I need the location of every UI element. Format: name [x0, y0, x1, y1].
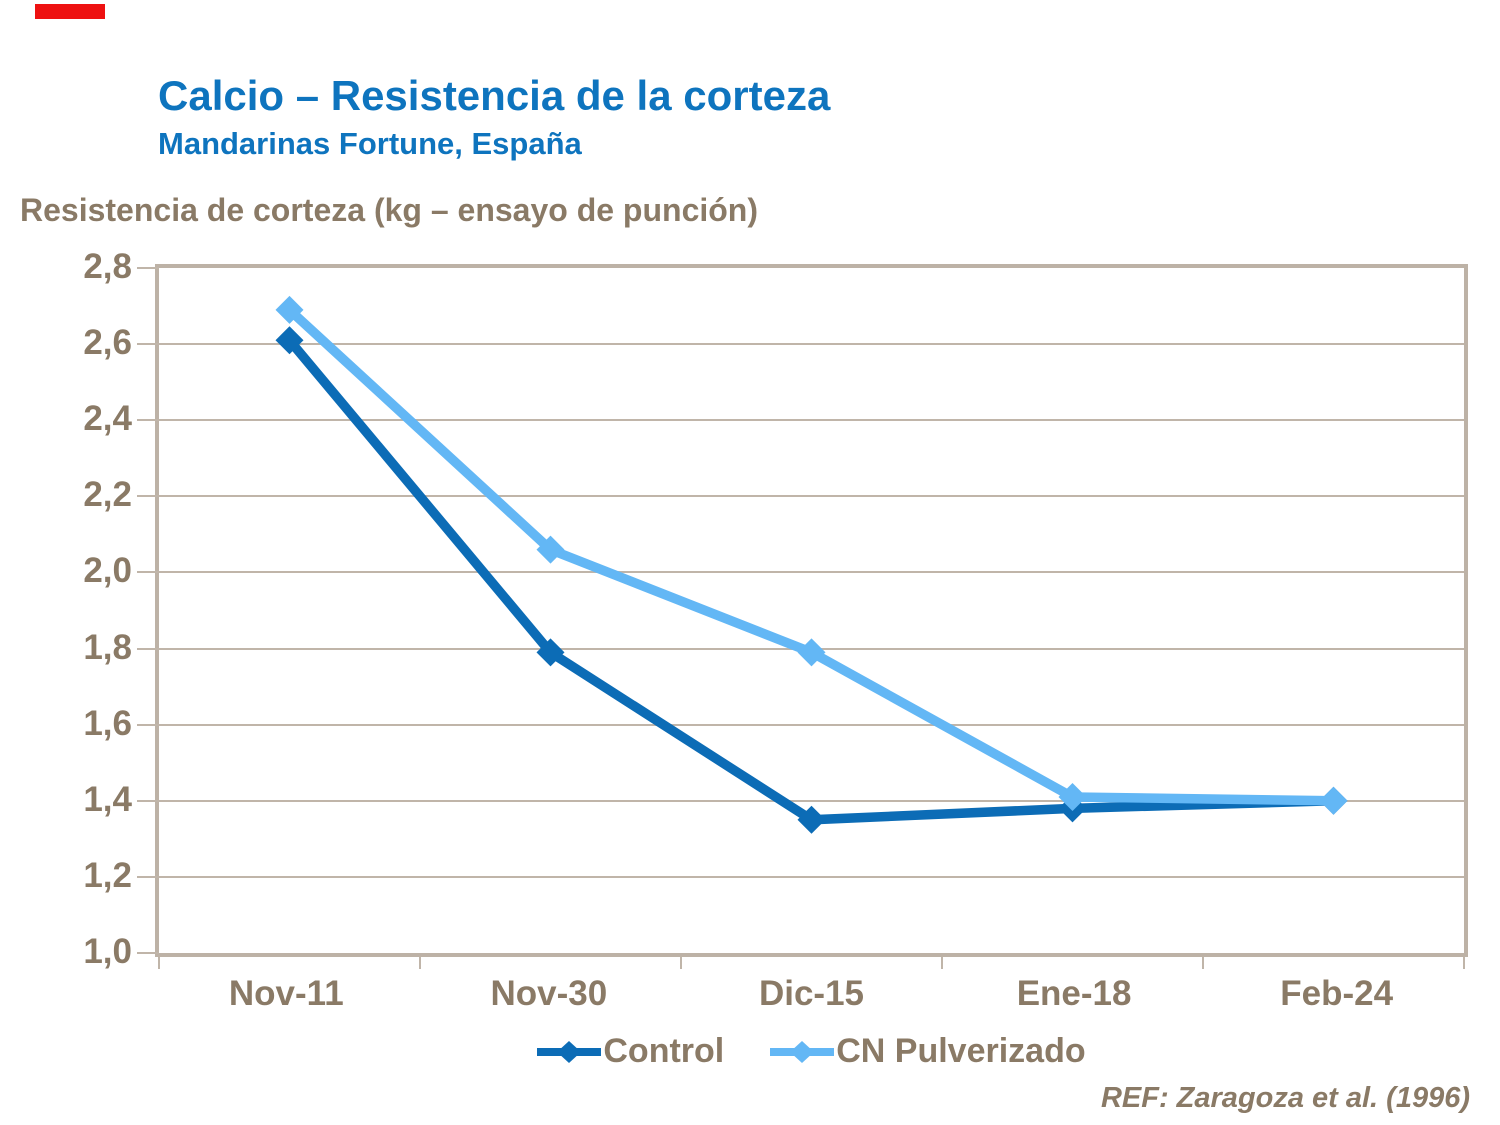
data-point-marker — [1058, 782, 1087, 811]
reference-text: REF: Zaragoza et al. (1996) — [1100, 1082, 1470, 1114]
y-tick-label: 2,2 — [83, 475, 132, 515]
x-category-label: Feb-24 — [1280, 974, 1394, 1013]
y-axis-labels: 2,8 2,6 2,4 2,2 2,0 1,8 1,6 1,4 1,2 1,0 — [0, 247, 132, 971]
y-tick-mark — [137, 343, 159, 346]
chart-series-canvas — [275, 295, 1348, 834]
gridline — [159, 343, 1464, 346]
x-tick-mark — [158, 957, 160, 969]
series-line-control — [285, 337, 1334, 825]
x-tick-mark — [419, 957, 421, 969]
y-tick-label: 1,0 — [83, 932, 132, 971]
x-category-label: Nov-30 — [490, 974, 608, 1013]
gridline — [159, 419, 1464, 422]
gridline — [159, 723, 1464, 726]
y-tick-mark — [137, 495, 159, 498]
gridline — [159, 495, 1464, 498]
y-tick-label: 1,8 — [83, 627, 132, 667]
gridline — [159, 571, 1464, 574]
page-subtitle: Mandarinas Fortune, España — [158, 126, 582, 161]
y-tick-mark — [137, 419, 159, 422]
x-category-label: Ene-18 — [1016, 974, 1132, 1013]
legend-label: CN Pulverizado — [836, 1032, 1086, 1070]
x-tick-mark — [941, 957, 943, 969]
data-point-marker — [797, 638, 826, 667]
data-point-marker — [536, 535, 565, 564]
y-tick-label: 2,6 — [83, 323, 132, 363]
y-tick-label: 2,0 — [83, 551, 132, 591]
y-tick-label: 1,2 — [83, 855, 132, 895]
plot-area — [137, 264, 1468, 969]
y-tick-label: 1,6 — [83, 703, 132, 743]
chart-legend: Control CN Pulverizado — [155, 1032, 1468, 1071]
y-tick-mark — [137, 799, 159, 802]
legend-marker-icon — [770, 1040, 835, 1063]
y-tick-mark — [137, 571, 159, 574]
y-tick-label: 1,4 — [83, 779, 132, 819]
y-tick-mark — [137, 875, 159, 878]
x-tick-mark — [1202, 957, 1204, 969]
y-tick-label: 2,4 — [83, 399, 132, 439]
red-corner-mark — [35, 4, 105, 19]
x-axis-labels: Nov-11 Nov-30 Dic-15 Ene-18 Feb-24 — [155, 974, 1468, 1019]
gridline — [159, 799, 1464, 802]
legend-label: Control — [603, 1032, 725, 1070]
data-point-marker — [797, 805, 826, 834]
legend-item-cn-pulverizado: CN Pulverizado — [770, 1032, 1086, 1071]
x-category-label: Dic-15 — [758, 974, 865, 1013]
y-tick-mark — [137, 267, 159, 269]
y-tick-mark — [137, 723, 159, 726]
y-tick-mark — [137, 647, 159, 650]
x-tick-mark — [1463, 957, 1465, 969]
series-line-cn-pulverizado — [286, 306, 1334, 806]
x-tick-mark — [680, 957, 682, 969]
y-axis-title: Resistencia de corteza (kg – ensayo de p… — [20, 192, 758, 228]
data-point-marker — [536, 638, 565, 667]
legend-marker-icon — [537, 1040, 602, 1063]
gridline — [159, 875, 1464, 878]
page-title: Calcio – Resistencia de la corteza — [158, 72, 831, 119]
legend-item-control: Control — [537, 1032, 724, 1071]
data-point-marker — [275, 295, 304, 324]
y-tick-label: 2,8 — [83, 247, 132, 286]
data-point-marker — [275, 326, 304, 355]
y-tick-mark — [137, 952, 159, 954]
data-point-marker — [1319, 786, 1348, 815]
x-category-label: Nov-11 — [228, 974, 344, 1013]
